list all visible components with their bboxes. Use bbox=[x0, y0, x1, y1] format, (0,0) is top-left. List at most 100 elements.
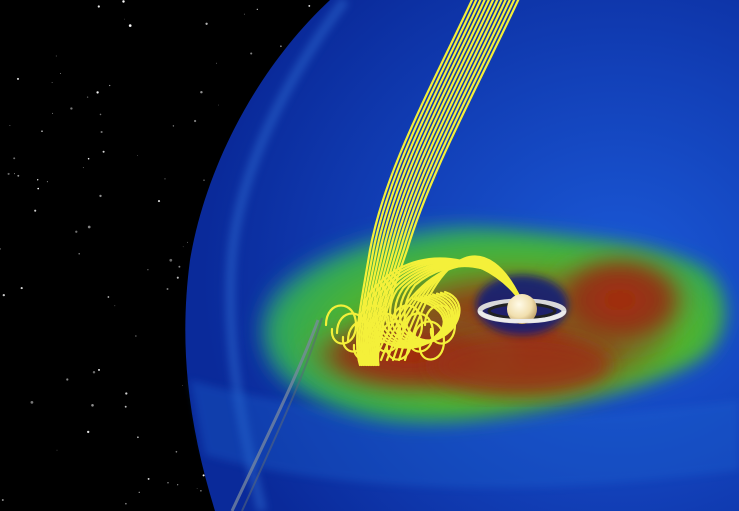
star bbox=[216, 62, 217, 64]
star bbox=[55, 55, 57, 57]
star bbox=[128, 24, 132, 27]
star bbox=[200, 490, 202, 492]
star bbox=[37, 179, 39, 181]
star bbox=[66, 378, 69, 381]
star bbox=[13, 157, 16, 160]
star bbox=[99, 194, 102, 198]
star bbox=[135, 335, 137, 337]
star bbox=[202, 474, 205, 477]
star bbox=[37, 187, 40, 190]
star bbox=[41, 130, 43, 133]
field-line bbox=[357, 304, 391, 345]
star bbox=[87, 225, 91, 229]
star bbox=[167, 482, 169, 484]
star bbox=[164, 178, 166, 180]
star bbox=[205, 22, 208, 25]
star bbox=[166, 288, 169, 290]
star bbox=[256, 8, 258, 10]
star bbox=[124, 18, 125, 20]
field-line bbox=[369, 0, 503, 367]
star bbox=[137, 436, 139, 439]
star bbox=[52, 112, 54, 114]
star bbox=[96, 91, 99, 94]
star bbox=[147, 477, 150, 480]
star bbox=[86, 96, 89, 98]
star bbox=[70, 107, 73, 110]
field-line bbox=[346, 320, 380, 361]
star bbox=[16, 77, 20, 80]
planet-ring-front bbox=[478, 310, 566, 323]
star bbox=[109, 84, 111, 87]
field-line bbox=[355, 0, 474, 367]
field-line bbox=[368, 312, 402, 353]
star bbox=[91, 404, 94, 407]
star bbox=[114, 305, 116, 307]
star bbox=[87, 157, 90, 160]
star bbox=[14, 173, 15, 175]
star bbox=[182, 246, 184, 248]
star bbox=[280, 45, 282, 48]
spacecraft-trajectory-shadow bbox=[241, 317, 323, 511]
star bbox=[177, 484, 179, 486]
field-line bbox=[390, 304, 424, 345]
star bbox=[243, 13, 245, 15]
star bbox=[0, 248, 1, 250]
star bbox=[193, 119, 197, 123]
star bbox=[56, 449, 58, 451]
star bbox=[51, 82, 53, 83]
field-line bbox=[360, 0, 482, 367]
star bbox=[169, 258, 173, 262]
plasma-core-mid bbox=[430, 335, 610, 395]
star bbox=[125, 502, 127, 505]
star bbox=[137, 155, 139, 156]
star bbox=[147, 269, 149, 271]
star bbox=[75, 230, 78, 233]
star bbox=[308, 4, 311, 7]
magnetic-field-lines bbox=[324, 0, 522, 367]
lower-flow-band bbox=[190, 380, 739, 488]
star bbox=[9, 124, 11, 126]
star bbox=[46, 181, 48, 183]
planet-body bbox=[507, 294, 537, 324]
field-line bbox=[335, 312, 369, 353]
star bbox=[82, 167, 84, 169]
star bbox=[196, 488, 198, 490]
star bbox=[250, 52, 253, 55]
star bbox=[138, 491, 140, 493]
star bbox=[176, 276, 179, 279]
star bbox=[17, 174, 20, 177]
star bbox=[157, 200, 161, 203]
star bbox=[124, 405, 127, 408]
field-line bbox=[324, 304, 358, 345]
star bbox=[87, 430, 90, 434]
field-line bbox=[403, 255, 522, 362]
star bbox=[34, 209, 37, 212]
star bbox=[175, 450, 178, 453]
star bbox=[178, 265, 181, 268]
star bbox=[187, 241, 188, 243]
star bbox=[97, 5, 100, 8]
star bbox=[172, 125, 175, 127]
star bbox=[78, 252, 80, 255]
spacecraft-trajectory bbox=[230, 319, 320, 511]
star bbox=[2, 293, 5, 297]
star bbox=[107, 296, 110, 298]
star bbox=[59, 73, 61, 74]
star bbox=[200, 90, 203, 94]
star bbox=[203, 179, 205, 181]
star bbox=[92, 371, 96, 374]
star bbox=[102, 150, 105, 153]
star bbox=[125, 392, 128, 395]
field-line bbox=[373, 0, 511, 367]
star bbox=[122, 0, 125, 3]
star bbox=[218, 104, 219, 106]
field-line bbox=[357, 0, 478, 367]
field-line bbox=[376, 0, 520, 367]
star bbox=[182, 385, 183, 387]
star bbox=[20, 287, 23, 290]
star bbox=[30, 401, 34, 404]
field-line bbox=[423, 304, 457, 345]
field-line bbox=[412, 320, 446, 361]
ringed-planet bbox=[477, 294, 567, 324]
